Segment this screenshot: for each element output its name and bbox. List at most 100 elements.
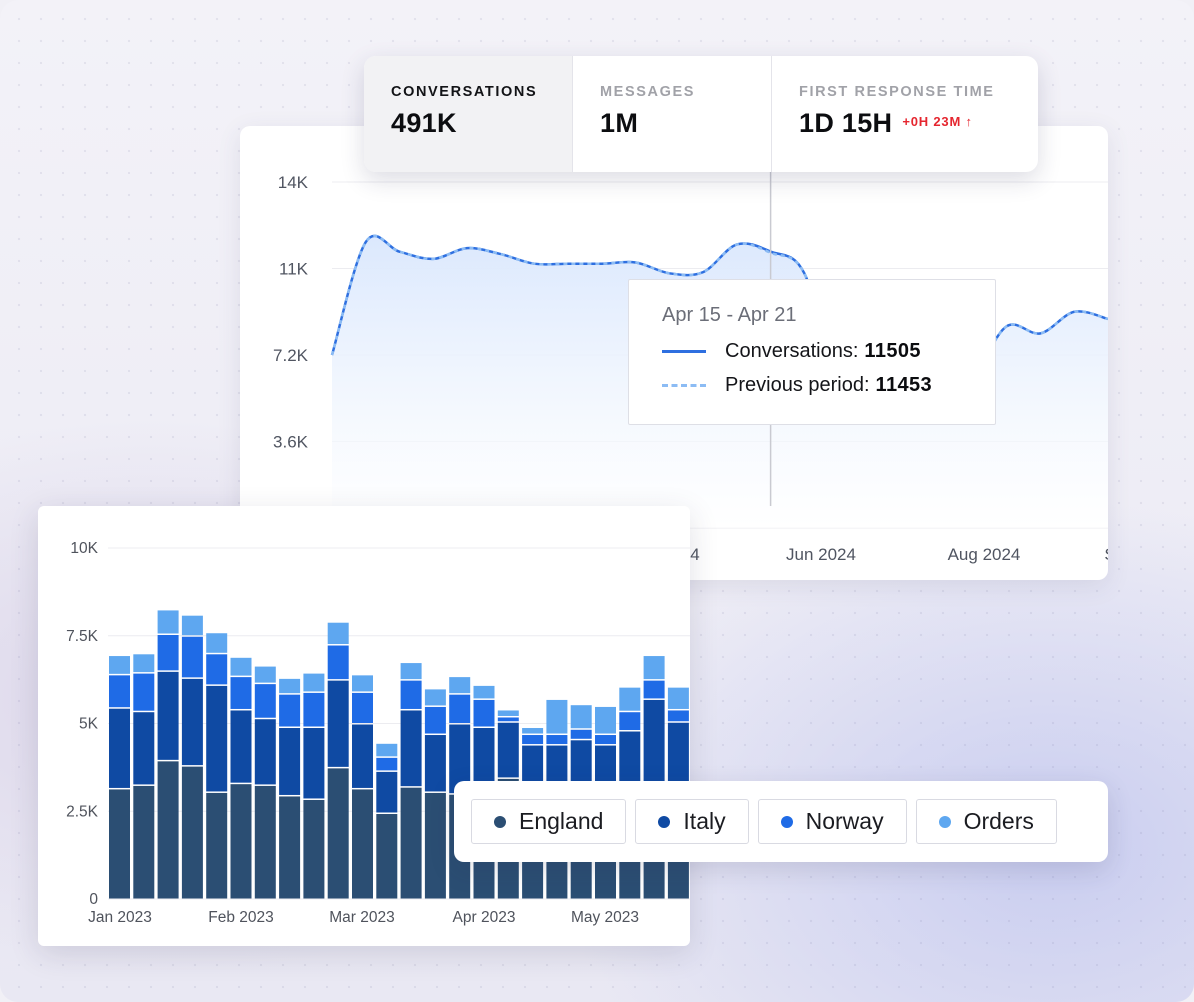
bar-chart-card: 10K 7.5K 5K 2.5K 0 Jan 2023 Feb 2023 Mar 2023 Ap… bbox=[38, 506, 690, 946]
bar-segment-norway[interactable] bbox=[643, 680, 665, 699]
bar-segment-orders[interactable] bbox=[400, 663, 422, 680]
bar-segment-england[interactable] bbox=[400, 787, 422, 899]
bar-segment-orders[interactable] bbox=[230, 657, 252, 676]
bar-segment-italy[interactable] bbox=[109, 708, 130, 788]
bar-segment-italy[interactable] bbox=[424, 735, 446, 792]
bar-segment-orders[interactable] bbox=[376, 743, 398, 757]
bar-segment-italy[interactable] bbox=[497, 722, 519, 778]
bar-segment-norway[interactable] bbox=[424, 706, 446, 734]
legend-chip-england[interactable]: England bbox=[471, 799, 627, 844]
bar-segment-norway[interactable] bbox=[157, 634, 179, 671]
bar-segment-england[interactable] bbox=[206, 792, 228, 899]
bar-segment-orders[interactable] bbox=[497, 710, 519, 716]
bar-segment-england[interactable] bbox=[181, 766, 203, 899]
bar-segment-norway[interactable] bbox=[181, 636, 203, 678]
bar-segment-orders[interactable] bbox=[595, 706, 616, 734]
bar-segment-italy[interactable] bbox=[667, 722, 689, 797]
bar-segment-orders[interactable] bbox=[254, 666, 276, 683]
bar-segment-orders[interactable] bbox=[449, 677, 471, 694]
kpi-conversations[interactable]: CONVERSATIONS 491K bbox=[364, 56, 573, 172]
bar-segment-orders[interactable] bbox=[424, 689, 446, 706]
kpi-label: MESSAGES bbox=[600, 84, 695, 100]
bar-segment-orders[interactable] bbox=[157, 610, 179, 634]
bar-segment-england[interactable] bbox=[376, 814, 398, 899]
bar-segment-england[interactable] bbox=[254, 785, 276, 899]
bar-segment-orders[interactable] bbox=[667, 687, 689, 709]
bar-segment-orders[interactable] bbox=[643, 656, 665, 680]
bar-segment-italy[interactable] bbox=[303, 728, 325, 799]
kpi-delta-badge: +0H 23M ↑ bbox=[902, 114, 973, 129]
bar-segment-norway[interactable] bbox=[376, 757, 398, 771]
bar-segment-norway[interactable] bbox=[109, 675, 130, 708]
bar-segment-italy[interactable] bbox=[279, 728, 301, 795]
legend-chip-italy[interactable]: Italy bbox=[635, 799, 749, 844]
bar-segment-norway[interactable] bbox=[279, 694, 301, 727]
bar-segment-norway[interactable] bbox=[667, 710, 689, 722]
bar-segment-orders[interactable] bbox=[109, 656, 130, 674]
bar-segment-italy[interactable] bbox=[400, 710, 422, 787]
bar-segment-italy[interactable] bbox=[206, 685, 228, 792]
bar-segment-england[interactable] bbox=[109, 789, 130, 899]
bar-segment-norway[interactable] bbox=[570, 729, 592, 739]
bar-segment-italy[interactable] bbox=[376, 771, 398, 813]
kpi-first-response-time[interactable]: FIRST RESPONSE TIME 1D 15H +0H 23M ↑ bbox=[772, 56, 1038, 172]
bar-segment-norway[interactable] bbox=[206, 654, 228, 685]
bar-segment-england[interactable] bbox=[327, 768, 349, 899]
bar-segment-norway[interactable] bbox=[449, 694, 471, 723]
bar-segment-orders[interactable] bbox=[522, 728, 544, 734]
x-tick-label: Aug 2024 bbox=[948, 545, 1021, 564]
bar-segment-norway[interactable] bbox=[595, 735, 616, 745]
x-tick-label: 4 bbox=[690, 545, 699, 564]
bar-segment-norway[interactable] bbox=[230, 677, 252, 709]
legend-card: England Italy Norway Orders bbox=[454, 781, 1108, 862]
bar-segment-italy[interactable] bbox=[449, 724, 471, 794]
bar-segment-norway[interactable] bbox=[254, 684, 276, 718]
bar-segment-orders[interactable] bbox=[473, 685, 495, 699]
bar-segment-england[interactable] bbox=[352, 789, 373, 899]
bar-segment-orders[interactable] bbox=[181, 615, 203, 636]
bar-segment-norway[interactable] bbox=[303, 692, 325, 727]
bar-segment-italy[interactable] bbox=[473, 728, 495, 794]
bar-segment-orders[interactable] bbox=[570, 705, 592, 729]
bar-segment-norway[interactable] bbox=[400, 680, 422, 709]
x-tick-label: Mar 2023 bbox=[329, 909, 394, 926]
legend-chip-orders[interactable]: Orders bbox=[915, 799, 1057, 844]
bar-segment-england[interactable] bbox=[133, 785, 155, 899]
kpi-label: CONVERSATIONS bbox=[391, 84, 538, 100]
bar-segment-norway[interactable] bbox=[522, 735, 544, 745]
bar-segment-norway[interactable] bbox=[473, 699, 495, 727]
bar-segment-england[interactable] bbox=[230, 784, 252, 899]
bar-segment-italy[interactable] bbox=[327, 680, 349, 767]
bar-segment-norway[interactable] bbox=[619, 712, 641, 731]
y-tick-label: 0 bbox=[89, 891, 98, 908]
bar-segment-norway[interactable] bbox=[497, 717, 519, 722]
y-tick-label: 3.6K bbox=[273, 433, 309, 452]
bar-segment-orders[interactable] bbox=[352, 675, 373, 692]
bar-segment-norway[interactable] bbox=[327, 645, 349, 680]
bar-segment-england[interactable] bbox=[424, 792, 446, 899]
bar-segment-england[interactable] bbox=[157, 761, 179, 899]
bar-segment-italy[interactable] bbox=[254, 719, 276, 785]
kpi-messages[interactable]: MESSAGES 1M bbox=[573, 56, 772, 172]
legend-chip-norway[interactable]: Norway bbox=[757, 799, 907, 844]
bar-segment-england[interactable] bbox=[303, 799, 325, 899]
bar-segment-orders[interactable] bbox=[327, 622, 349, 645]
bar-segment-italy[interactable] bbox=[181, 678, 203, 766]
bar-segment-orders[interactable] bbox=[619, 687, 641, 711]
bar-segment-england[interactable] bbox=[279, 796, 301, 899]
bar-segment-norway[interactable] bbox=[352, 692, 373, 723]
bar-segment-orders[interactable] bbox=[206, 633, 228, 653]
bar-segment-norway[interactable] bbox=[546, 735, 568, 745]
bar-segment-orders[interactable] bbox=[133, 654, 155, 673]
bar-segment-italy[interactable] bbox=[643, 699, 665, 801]
bar-segment-orders[interactable] bbox=[279, 678, 301, 694]
kpi-value: 491K bbox=[391, 108, 457, 138]
bar-segment-norway[interactable] bbox=[133, 673, 155, 711]
bar-segment-orders[interactable] bbox=[303, 673, 325, 692]
bar-segment-italy[interactable] bbox=[352, 724, 373, 788]
bar-segment-italy[interactable] bbox=[157, 671, 179, 760]
bar-segment-italy[interactable] bbox=[133, 712, 155, 785]
bar-segment-italy[interactable] bbox=[230, 710, 252, 783]
bar-segment-orders[interactable] bbox=[546, 699, 568, 734]
